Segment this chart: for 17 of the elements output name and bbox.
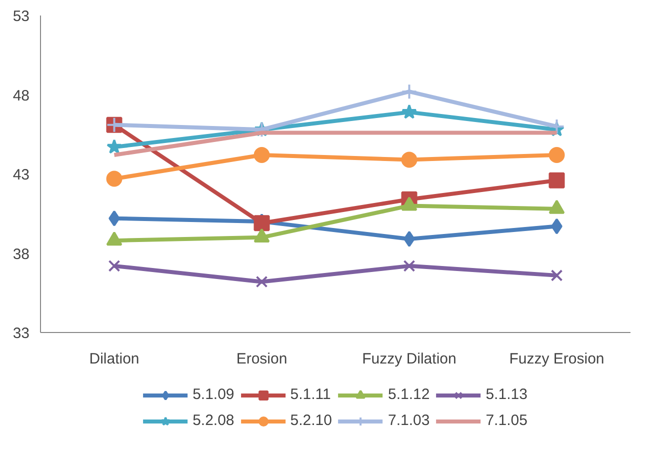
y-tick-label: 53 — [12, 8, 30, 25]
y-tick-label: 38 — [12, 246, 30, 263]
legend-label: 5.2.10 — [290, 412, 332, 429]
legend-label: 5.1.09 — [192, 386, 234, 403]
legend-label: 5.1.11 — [290, 386, 331, 403]
legend-label: 5.1.13 — [486, 386, 528, 403]
y-tick-label: 48 — [12, 87, 30, 104]
y-tick-label: 33 — [12, 325, 30, 342]
legend-label: 7.1.05 — [486, 412, 528, 429]
legend-label: 5.2.08 — [192, 412, 234, 429]
x-tick-label: Fuzzy Dilation — [362, 350, 456, 368]
legend-label: 5.1.12 — [388, 386, 430, 403]
legend-label: 7.1.03 — [388, 412, 430, 429]
x-tick-label: Fuzzy Erosion — [509, 350, 604, 368]
x-tick-label: Erosion — [236, 350, 288, 368]
x-tick-label: Dilation — [89, 350, 140, 368]
y-tick-label: 43 — [12, 166, 30, 184]
